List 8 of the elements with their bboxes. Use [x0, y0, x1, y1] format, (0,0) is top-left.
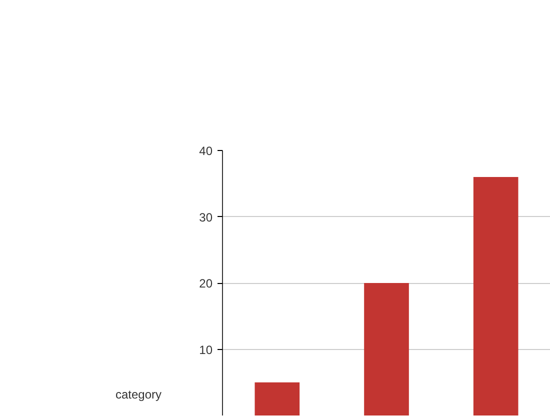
- y-tick-label: 20: [199, 276, 213, 290]
- bar: [473, 177, 518, 416]
- y-tick-label: 10: [199, 342, 213, 357]
- y-tick-label: 40: [199, 144, 213, 158]
- bar: [364, 283, 409, 416]
- bar: [254, 382, 300, 416]
- y-tick-label: 30: [199, 210, 213, 224]
- text: category: [116, 388, 162, 402]
